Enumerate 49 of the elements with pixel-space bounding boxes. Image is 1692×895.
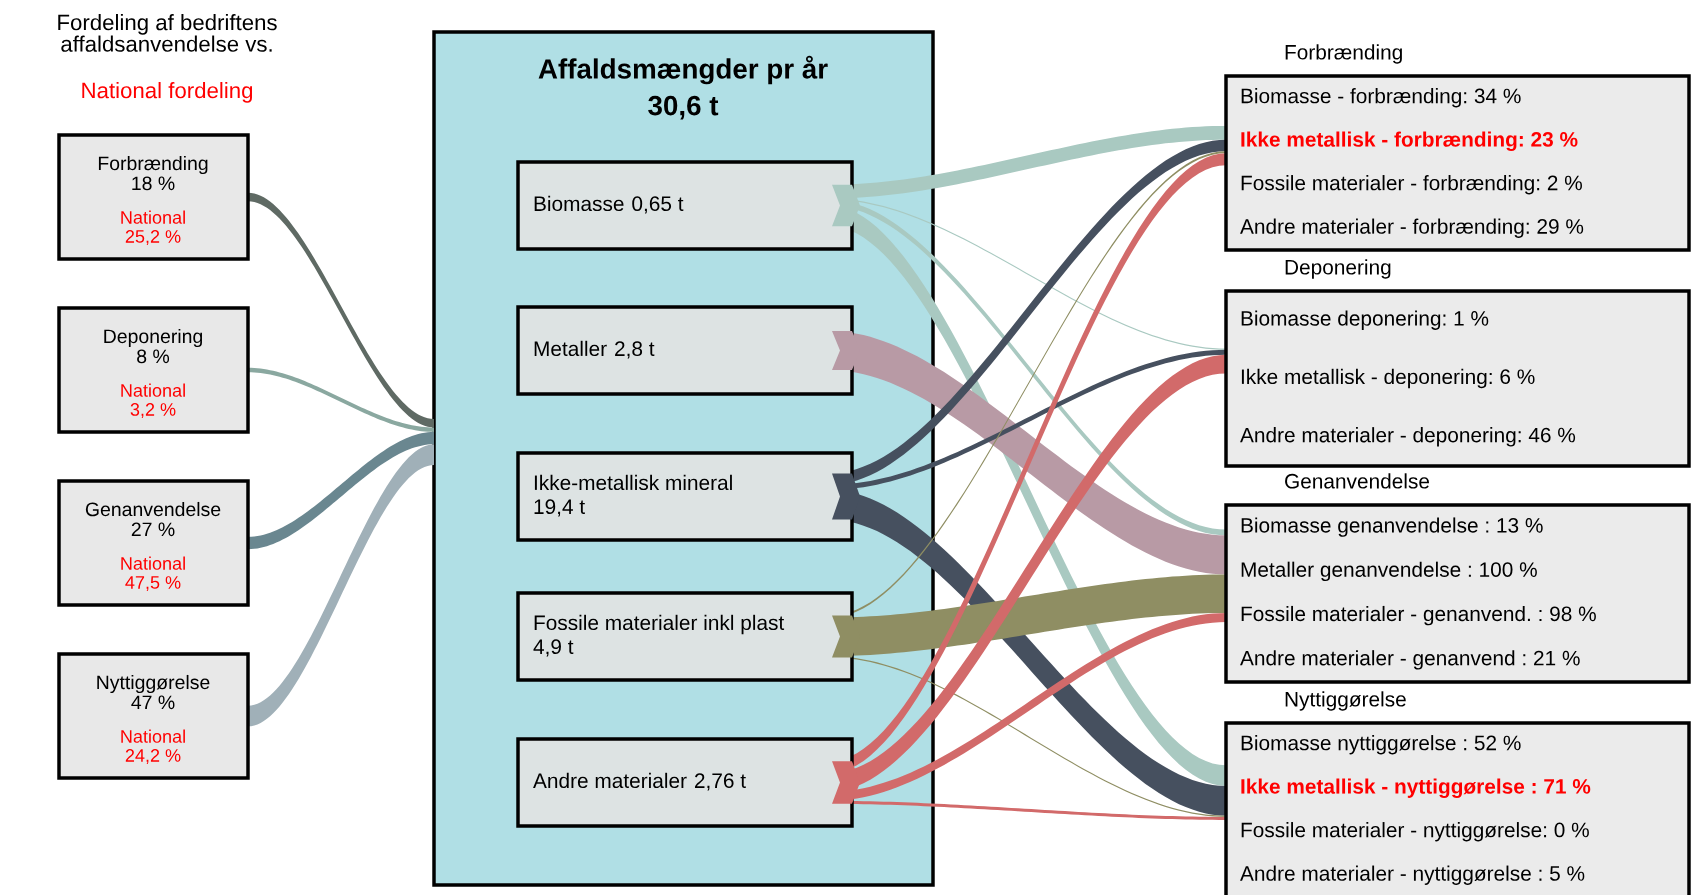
data-label: 4,9 t bbox=[533, 639, 574, 657]
data-label: Andre materialer - nyttiggørelse : 5 % bbox=[1240, 865, 1585, 885]
text: National bbox=[121, 556, 185, 570]
category-label: Metaller bbox=[534, 340, 607, 357]
data-label: 2,76 t bbox=[694, 773, 746, 791]
data-label: 18 % bbox=[132, 176, 175, 191]
data-label: 25,2 % bbox=[125, 230, 181, 245]
data-label: Andre materialer - genanvend : 21 % bbox=[1240, 650, 1580, 670]
text: Fordeling af bedriftens affaldsanvendelse vs. bbox=[58, 14, 277, 52]
data-label: 3,2 % bbox=[130, 403, 176, 418]
category-label: Nyttiggørelse bbox=[97, 674, 210, 694]
data-label: 0,65 t bbox=[632, 196, 684, 214]
data-label: Ikke metallisk - deponering: 6 % bbox=[1241, 368, 1535, 389]
text: Nyttiggørelse bbox=[1285, 691, 1406, 711]
data-label: Metaller genanvendelse : 100 % bbox=[1241, 561, 1537, 582]
data-label: Biomasse genanvendelse : 13 % bbox=[1241, 517, 1543, 537]
data-label: Biomasse - forbrænding: 34 % bbox=[1241, 88, 1521, 108]
text: Genanvendelse bbox=[1285, 473, 1430, 489]
data-label: 19,4 t bbox=[534, 499, 585, 517]
category-label: Genanvendelse bbox=[85, 501, 221, 517]
text: Affaldsmængder pr år bbox=[538, 55, 828, 85]
text: 30,6 t bbox=[648, 95, 719, 120]
text: National bbox=[121, 729, 185, 743]
data-label: Andre materialer - deponering: 46 % bbox=[1240, 427, 1576, 447]
data-label: 2,8 t bbox=[615, 341, 655, 359]
data-label: Fossile materialer - genanvend. : 98 % bbox=[1241, 605, 1596, 626]
category-label: Ikke-metallisk mineral bbox=[534, 474, 732, 491]
text: National fordeling bbox=[82, 82, 253, 103]
data-label: Andre materialer - forbrænding: 29 % bbox=[1240, 218, 1584, 238]
text: Forbrænding bbox=[1285, 44, 1402, 64]
data-label: Ikke metallisk - nyttiggørelse : 71 % bbox=[1241, 778, 1591, 799]
category-label: Fossile materialer inkl plast bbox=[534, 614, 785, 635]
data-label: 8 % bbox=[137, 349, 170, 364]
text: Deponering bbox=[1285, 259, 1391, 279]
data-label: Biomasse nyttiggørelse : 52 % bbox=[1241, 735, 1521, 755]
category-label: Andre materialer bbox=[533, 772, 687, 789]
data-label: Ikke metallisk - forbrænding: 23 % bbox=[1241, 131, 1578, 152]
category-label: Biomasse bbox=[534, 195, 624, 212]
data-label: Fossile materialer - nyttiggørelse: 0 % bbox=[1241, 822, 1589, 842]
text: National bbox=[121, 383, 185, 397]
data-label: Fossile materialer - forbrænding: 2 % bbox=[1241, 175, 1582, 195]
data-label: 47,5 % bbox=[125, 576, 181, 591]
data-label: 24,2 % bbox=[125, 749, 181, 764]
category-label: Forbrænding bbox=[98, 155, 208, 175]
data-label: 47 % bbox=[131, 695, 175, 710]
category-label: Deponering bbox=[104, 328, 203, 348]
legend-label: National bbox=[121, 210, 185, 224]
data-label: Biomasse deponering: 1 % bbox=[1241, 310, 1489, 330]
data-label: 27 % bbox=[131, 522, 175, 537]
